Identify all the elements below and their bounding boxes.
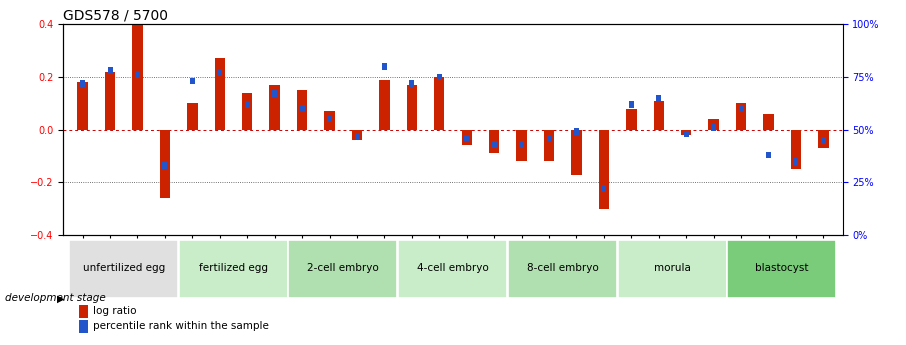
Bar: [574, 128, 579, 135]
Bar: [763, 114, 774, 130]
Bar: [215, 58, 225, 130]
Bar: [352, 130, 362, 140]
Bar: [77, 82, 88, 130]
Bar: [711, 124, 716, 131]
Bar: [159, 130, 170, 198]
Text: GDS578 / 5700: GDS578 / 5700: [63, 9, 169, 23]
Bar: [766, 152, 771, 158]
Bar: [516, 130, 526, 161]
Bar: [489, 130, 499, 154]
FancyBboxPatch shape: [728, 240, 836, 298]
Bar: [602, 186, 606, 192]
Bar: [572, 130, 582, 175]
Bar: [217, 69, 222, 76]
Bar: [492, 141, 496, 148]
Text: 4-cell embryo: 4-cell embryo: [417, 263, 489, 273]
Bar: [708, 119, 718, 130]
Bar: [736, 103, 747, 130]
Bar: [272, 90, 277, 97]
Bar: [544, 130, 554, 161]
FancyBboxPatch shape: [508, 240, 617, 298]
Text: development stage: development stage: [5, 294, 105, 303]
Bar: [108, 67, 112, 74]
Bar: [162, 162, 168, 169]
FancyBboxPatch shape: [398, 240, 507, 298]
FancyBboxPatch shape: [178, 240, 287, 298]
Bar: [407, 85, 417, 130]
Text: 2-cell embryo: 2-cell embryo: [307, 263, 379, 273]
Bar: [794, 158, 798, 165]
Bar: [242, 93, 253, 130]
FancyBboxPatch shape: [618, 240, 727, 298]
Bar: [461, 130, 472, 146]
Bar: [79, 305, 89, 318]
Text: unfertilized egg: unfertilized egg: [82, 263, 165, 273]
Bar: [821, 137, 826, 144]
Text: fertilized egg: fertilized egg: [199, 263, 268, 273]
Text: log ratio: log ratio: [93, 306, 137, 316]
Bar: [354, 133, 360, 139]
Bar: [656, 95, 661, 101]
Bar: [135, 71, 140, 78]
Bar: [546, 135, 552, 141]
Bar: [434, 77, 445, 130]
Bar: [190, 78, 195, 85]
Bar: [80, 80, 85, 87]
Bar: [79, 321, 89, 333]
Bar: [380, 80, 390, 130]
Bar: [245, 101, 250, 108]
Bar: [653, 101, 664, 130]
Bar: [684, 131, 689, 137]
Text: percentile rank within the sample: percentile rank within the sample: [93, 321, 269, 331]
Bar: [437, 73, 442, 80]
Bar: [626, 109, 637, 130]
Bar: [132, 24, 143, 130]
Bar: [599, 130, 609, 209]
Text: 8-cell embryo: 8-cell embryo: [527, 263, 599, 273]
Bar: [519, 141, 524, 148]
Text: ▶: ▶: [57, 294, 64, 303]
Bar: [410, 80, 414, 87]
Bar: [297, 90, 307, 130]
Bar: [681, 130, 691, 135]
Bar: [629, 101, 634, 108]
Bar: [818, 130, 829, 148]
Bar: [791, 130, 801, 169]
Bar: [382, 63, 387, 70]
Bar: [464, 135, 469, 141]
Text: blastocyst: blastocyst: [756, 263, 809, 273]
FancyBboxPatch shape: [69, 240, 178, 298]
FancyBboxPatch shape: [288, 240, 398, 298]
Bar: [738, 105, 744, 112]
Text: morula: morula: [654, 263, 691, 273]
Bar: [188, 103, 198, 130]
Bar: [105, 72, 115, 130]
Bar: [324, 111, 334, 130]
Bar: [269, 85, 280, 130]
Bar: [300, 105, 304, 112]
Bar: [327, 116, 332, 122]
